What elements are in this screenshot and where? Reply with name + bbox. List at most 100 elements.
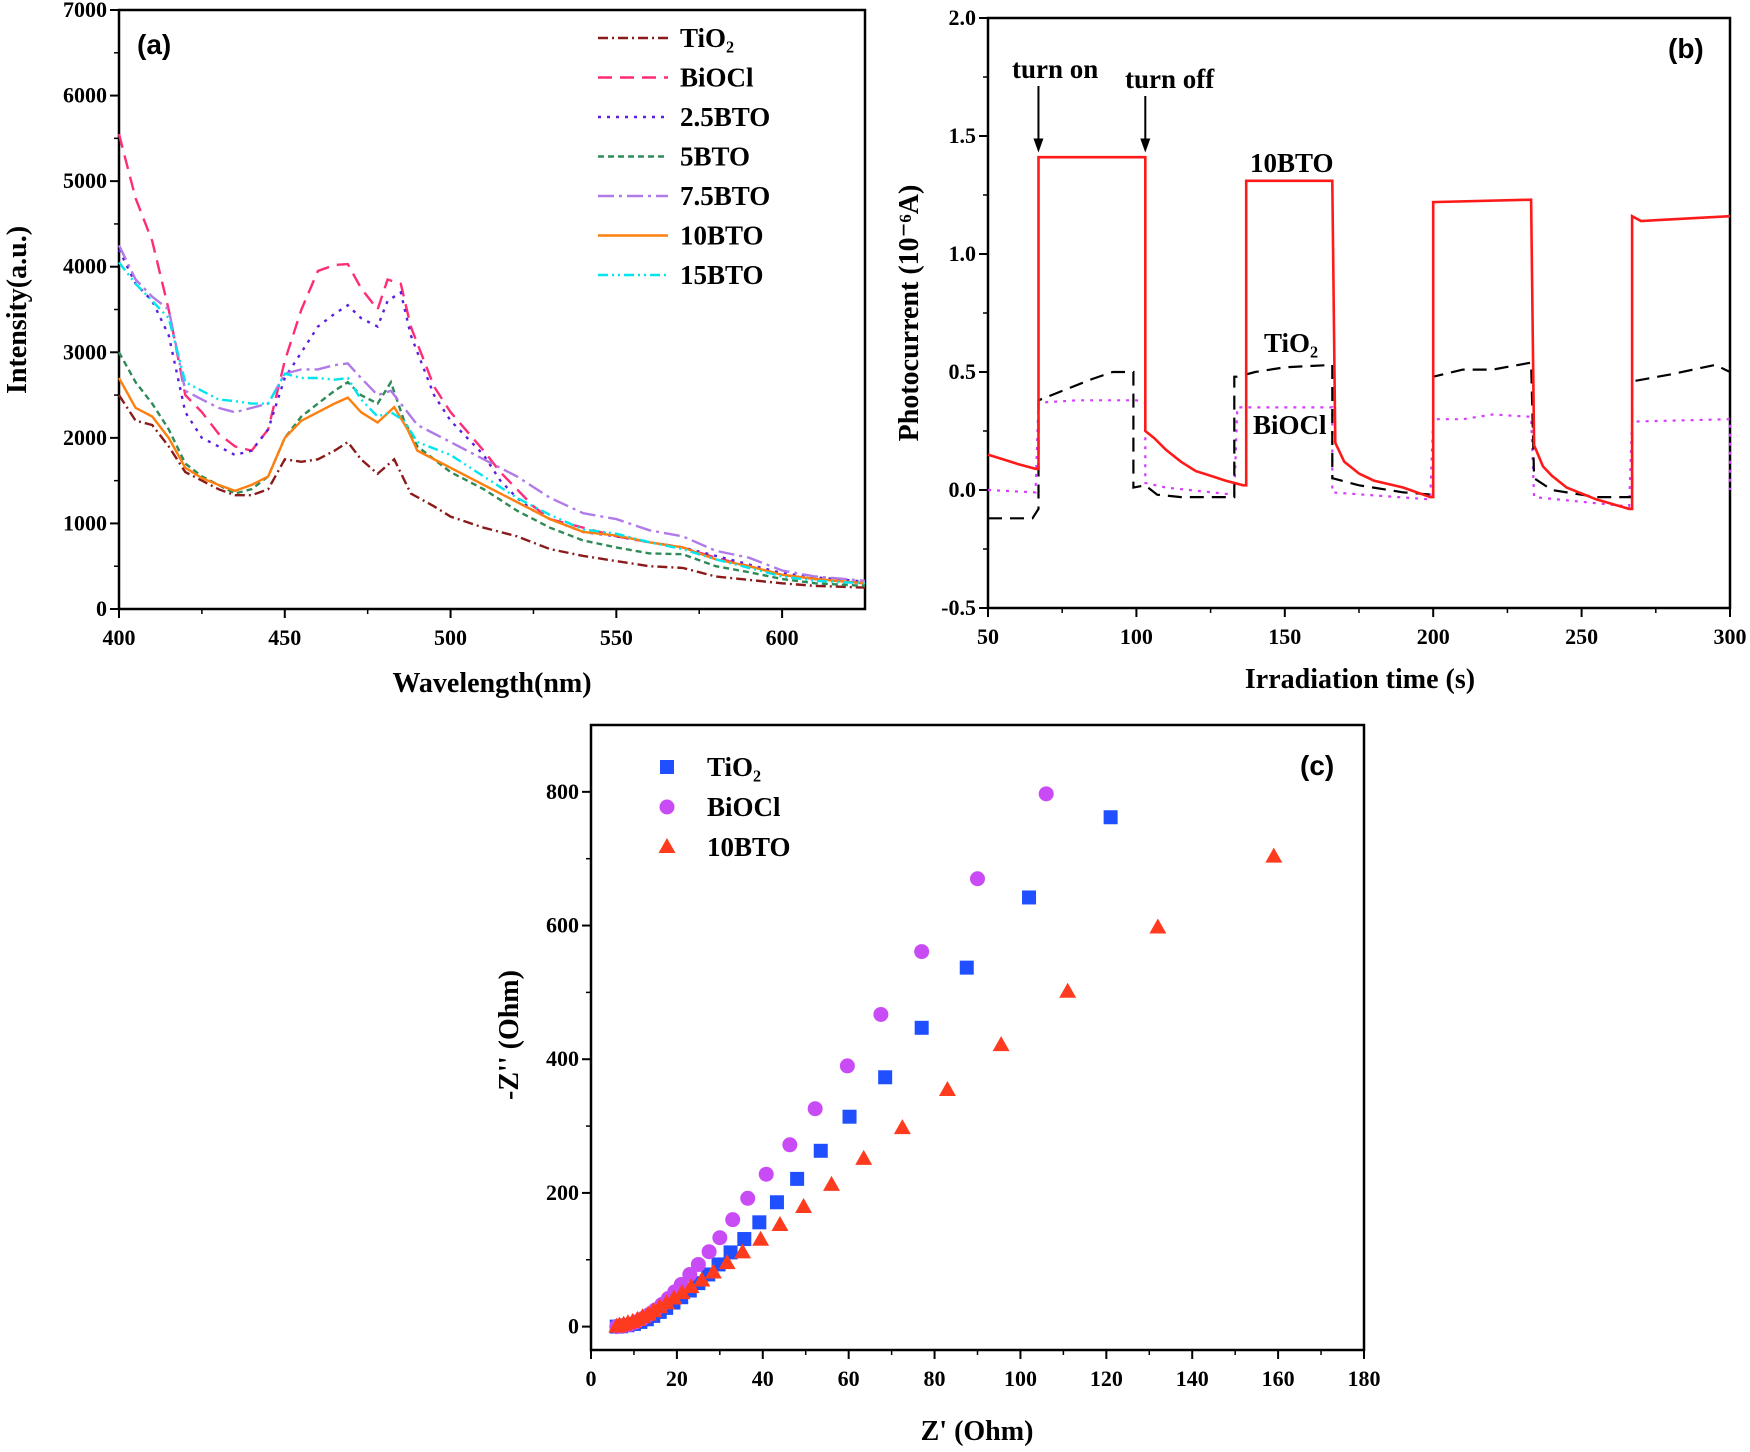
panel-a-ytick-label: 6000: [63, 83, 107, 108]
legend-label: BiOCl: [680, 63, 754, 93]
panel-c-ytick-label: 800: [546, 779, 579, 804]
panel-b-tag: (b): [1668, 33, 1704, 64]
data-point-10bto: [855, 1149, 873, 1165]
panel-a-ytick-label: 3000: [63, 339, 107, 364]
panel-b-xtick-label: 250: [1565, 624, 1598, 649]
panel-c-xtick-label: 40: [752, 1366, 774, 1391]
panel-c-xtick-label: 20: [666, 1366, 688, 1391]
data-point-biocl: [690, 1256, 706, 1272]
panel-a-ytick-label: 1000: [63, 510, 107, 535]
series-line-10bto: [987, 155, 1731, 511]
panel-b-xtick-label: 300: [1714, 624, 1747, 649]
panel-a-ytick-label: 4000: [63, 254, 107, 279]
data-point-10bto: [752, 1230, 770, 1246]
series-line-biocl: [987, 399, 1732, 508]
data-point-tio: [878, 1070, 893, 1085]
data-point-tio: [1022, 890, 1037, 905]
data-point-10bto: [938, 1080, 956, 1096]
data-point-10bto: [673, 1284, 691, 1300]
data-point-tio: [790, 1171, 805, 1186]
panel-c-ytick-label: 200: [546, 1180, 579, 1205]
panel-a-ylabel: Intensity(a.u.): [2, 226, 33, 394]
legend-marker: [658, 838, 676, 853]
panel-b-ytick-label: 0.5: [949, 359, 977, 384]
data-point-tio: [737, 1232, 752, 1247]
panel-a: (a) Wavelength(nm) Intensity(a.u.) 400 45…: [2, 0, 867, 699]
series-line-2.5bto: [117, 249, 866, 583]
data-point-10bto: [992, 1036, 1010, 1052]
data-point-biocl: [970, 871, 985, 887]
panel-c: (c) Z' (Ohm) -Z'' (Ohm) 0 20 40 60 80 100 120 1…: [494, 723, 1381, 1447]
panel-b-plot-frame: [986, 16, 1732, 610]
series-label-tio2: TiO₂: [1264, 328, 1318, 358]
data-point-biocl: [682, 1266, 698, 1282]
panel-a-ytick-label: 5000: [63, 168, 107, 193]
data-point-biocl: [758, 1166, 774, 1182]
arrow-head: [1033, 138, 1044, 153]
legend-label: 5BTO: [680, 142, 750, 172]
legend-marker: [659, 799, 675, 815]
data-point-biocl: [701, 1244, 717, 1260]
panel-a-xtick-label: 600: [766, 625, 799, 650]
data-point-tio: [959, 960, 974, 975]
series-line-5bto: [117, 351, 866, 588]
data-point-10bto: [795, 1197, 813, 1213]
data-point-10bto: [682, 1278, 700, 1294]
panel-a-tag: (a): [137, 29, 171, 60]
legend-label: BiOCl: [707, 792, 781, 822]
data-point-10bto: [693, 1271, 711, 1287]
data-point-10bto: [704, 1263, 722, 1279]
legend-label: 7.5BTO: [680, 181, 770, 211]
data-point-biocl: [914, 944, 930, 960]
series-line-biocl: [117, 133, 866, 585]
arrow-head: [1140, 138, 1151, 153]
panel-c-xtick-label: 160: [1262, 1366, 1295, 1391]
data-point-biocl: [873, 1006, 889, 1022]
series-line-7.5bto: [117, 244, 866, 582]
series-line-15bto: [118, 261, 866, 585]
annotation-turn-on: turn on: [1012, 54, 1098, 84]
panel-a-xtick-label: 500: [434, 625, 467, 650]
panel-c-ytick-label: 0: [568, 1314, 579, 1339]
panel-a-xtick-label: 400: [103, 625, 136, 650]
data-point-biocl: [725, 1212, 741, 1228]
panel-b-ytick-label: 1.0: [949, 241, 977, 266]
panel-c-tag: (c): [1300, 750, 1334, 781]
panel-b-xtick-label: 100: [1120, 624, 1153, 649]
panel-b: (b) Irradiation time (s) Photocurrent (1…: [894, 5, 1747, 695]
data-point-tio: [752, 1215, 767, 1230]
data-point-tio: [813, 1143, 828, 1158]
series-line-tio: [988, 361, 1731, 520]
panel-b-xlabel: Irradiation time (s): [1245, 664, 1475, 695]
series-label-biocl: BiOCl: [1253, 410, 1327, 440]
panel-b-ytick-label: 0.0: [949, 477, 977, 502]
panel-b-ytick-label: 1.5: [949, 123, 977, 148]
data-point-tio: [842, 1109, 857, 1124]
legend-marker: [660, 760, 674, 774]
panel-a-ytick-label: 0: [96, 596, 107, 621]
panel-c-xtick-label: 60: [838, 1366, 860, 1391]
data-point-10bto: [771, 1216, 789, 1231]
legend-label: TiO₂: [680, 23, 734, 53]
panel-a-ytick-label: 2000: [63, 425, 107, 450]
panel-c-xtick-label: 140: [1176, 1366, 1209, 1391]
legend-label: 10BTO: [680, 221, 764, 251]
legend-label: 2.5BTO: [680, 102, 770, 132]
panel-a-xtick-label: 450: [268, 625, 301, 650]
series-label-10bto: 10BTO: [1250, 148, 1334, 178]
panel-c-ytick-label: 400: [546, 1046, 579, 1071]
data-point-tio: [914, 1020, 929, 1035]
data-point-10bto: [893, 1119, 911, 1135]
series-line-tio: [117, 394, 866, 589]
data-point-10bto: [1149, 918, 1167, 934]
panel-a-xlabel: Wavelength(nm): [392, 668, 591, 699]
panel-c-xlabel: Z' (Ohm): [921, 1416, 1034, 1447]
data-point-biocl: [807, 1101, 823, 1117]
panel-a-plot-frame: [117, 8, 867, 611]
panel-c-xtick-label: 180: [1348, 1366, 1381, 1391]
panel-c-xtick-label: 0: [586, 1366, 597, 1391]
panel-b-xtick-label: 200: [1417, 624, 1450, 649]
panel-c-xtick-label: 120: [1090, 1366, 1123, 1391]
panel-b-xtick-label: 50: [977, 624, 999, 649]
data-point-10bto: [1265, 847, 1283, 863]
